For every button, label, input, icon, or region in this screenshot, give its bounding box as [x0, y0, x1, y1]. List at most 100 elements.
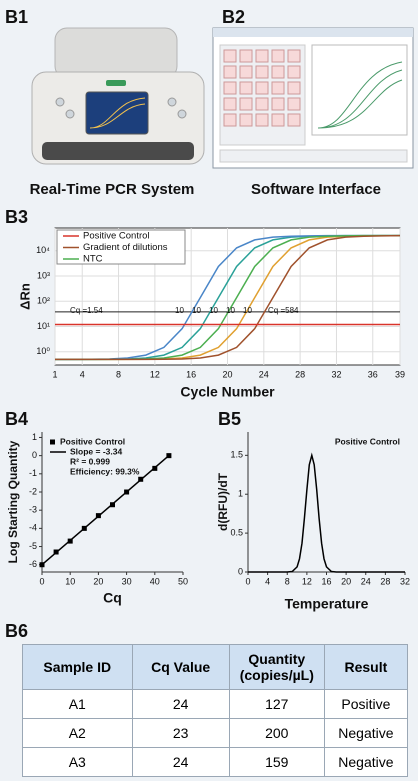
cell: A2	[22, 718, 133, 748]
data-point	[166, 453, 172, 459]
annotation: 10	[243, 306, 252, 315]
x-tick-label: 0	[245, 576, 250, 586]
x-tick-label: 1	[52, 369, 57, 379]
cell: 24	[131, 747, 230, 777]
x-tick-label: 28	[295, 369, 305, 379]
panel-label: B1	[5, 7, 28, 27]
cell: Negative	[323, 718, 409, 748]
y-tick-label: 10⁰	[36, 346, 50, 356]
y-tick-label: -4	[29, 523, 37, 533]
cell: A3	[22, 747, 133, 777]
series-line	[41, 455, 170, 566]
y-tick-label: 0	[238, 566, 243, 576]
machine-vent	[42, 142, 194, 160]
cell: 127	[228, 689, 325, 719]
data-point	[53, 549, 59, 555]
data-point	[39, 562, 45, 568]
header-cell: Sample ID	[22, 644, 133, 690]
x-tick-label: 8	[285, 576, 290, 586]
x-tick-label: 0	[39, 576, 44, 586]
annotation: Cq =584	[268, 306, 299, 315]
software-curves	[317, 61, 403, 129]
x-tick-label: 32	[400, 576, 410, 586]
legend-note: R² = 0.999	[70, 456, 110, 466]
cell: 23	[131, 718, 230, 748]
table-row: A2 23 200 Negative	[22, 718, 409, 748]
software-statusbar	[219, 149, 408, 163]
legend-label: Positive Control	[335, 436, 400, 446]
legend-label: Gradient of dilutions	[83, 242, 168, 253]
machine-badge	[106, 80, 126, 86]
x-tick-label: 8	[116, 369, 121, 379]
cell: Positive	[323, 689, 409, 719]
machine-button	[177, 109, 187, 119]
panel-label: B5	[218, 409, 241, 429]
x-tick-label: 16	[321, 576, 331, 586]
panel-label: B6	[5, 621, 28, 641]
data-point	[124, 489, 130, 495]
header-cell: Result	[323, 644, 409, 690]
caption: Software Interface	[251, 181, 381, 198]
y-tick-label: 1	[238, 489, 243, 499]
table-row: A1 24 127 Positive	[22, 689, 409, 719]
pcr-machine-illustration	[31, 27, 205, 165]
x-tick-label: 39	[395, 369, 405, 379]
x-axis-label: Cycle Number	[180, 384, 275, 400]
data-point	[152, 465, 158, 471]
legend-label: Positive Control	[60, 436, 125, 446]
y-axis-label: ΔRn	[17, 283, 32, 310]
x-tick-label: 28	[380, 576, 390, 586]
y-tick-label: 1.5	[230, 450, 243, 460]
x-axis-label: Cq	[103, 590, 122, 606]
table-header: Sample ID Cq Value Quantity (copies/µL) …	[22, 644, 409, 690]
y-tick-label: 1	[32, 432, 37, 442]
y-tick-label: -1	[29, 468, 37, 478]
legend-label: Slope = -3.34	[70, 446, 122, 456]
x-tick-label: 20	[222, 369, 232, 379]
legend-marker	[50, 439, 55, 445]
y-tick-label: 10³	[37, 270, 50, 280]
y-tick-label: -6	[29, 559, 37, 569]
software-wells	[223, 49, 301, 127]
y-axis-label: Log Starting Quantity	[6, 440, 20, 563]
y-tick-label: 0.5	[230, 527, 243, 537]
x-tick-label: 40	[150, 576, 160, 586]
x-tick-label: 50	[178, 576, 188, 586]
y-axis-label: d(RFU)/dT	[216, 472, 230, 531]
header-cell: Quantity (copies/µL)	[228, 644, 325, 690]
legend-label: NTC	[83, 254, 103, 265]
x-tick-label: 4	[80, 369, 85, 379]
software-toolbar	[213, 28, 413, 37]
annotation: 10	[226, 306, 235, 315]
header-cell: Cq Value	[131, 644, 230, 690]
x-tick-label: 16	[186, 369, 196, 379]
data-point	[95, 513, 101, 519]
screen-curves	[89, 97, 146, 129]
panel-label: B3	[5, 207, 28, 227]
x-tick-label: 24	[361, 576, 371, 586]
x-tick-label: 24	[259, 369, 269, 379]
x-tick-label: 12	[302, 576, 312, 586]
machine-button	[167, 97, 177, 107]
annotation: 10	[209, 306, 218, 315]
data-point	[110, 502, 115, 508]
legend-label: Positive Control	[83, 231, 150, 242]
machine-button	[65, 109, 75, 119]
x-tick-label: 30	[122, 576, 132, 586]
software-plot	[311, 44, 408, 136]
x-tick-label: 12	[150, 369, 160, 379]
software-screenshot	[212, 27, 414, 169]
machine-lid	[54, 27, 178, 79]
y-tick-label: -5	[29, 541, 37, 551]
series-line	[55, 234, 401, 361]
y-tick-label: 10²	[37, 296, 50, 306]
y-tick-label: -2	[29, 486, 37, 496]
data-point	[67, 538, 73, 544]
x-tick-label: 32	[331, 369, 341, 379]
annotation: Cq =1.54	[70, 306, 103, 315]
results-table: Sample ID Cq Value Quantity (copies/µL) …	[22, 644, 409, 777]
panel-label: B2	[222, 7, 245, 27]
cell: 24	[131, 689, 230, 719]
x-tick-label: 20	[341, 576, 351, 586]
